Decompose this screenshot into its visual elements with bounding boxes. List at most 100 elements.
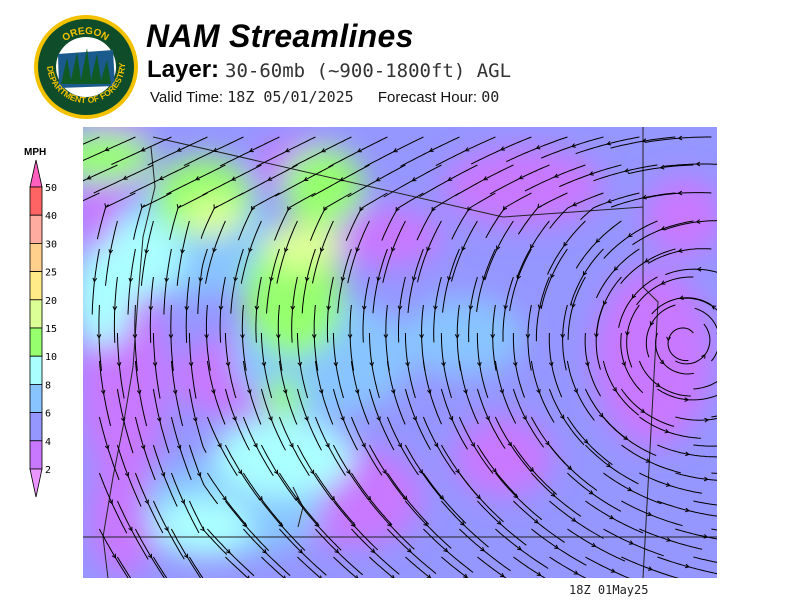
streamline-arrow <box>553 173 559 178</box>
streamline-arrow <box>233 276 238 282</box>
streamline-arrow <box>128 277 134 283</box>
streamline-arrow <box>609 515 615 520</box>
wind-speed-area <box>453 417 553 497</box>
streamline-arrow <box>346 469 351 475</box>
streamline-arrow <box>588 490 594 495</box>
streamline-arrow <box>356 148 362 153</box>
streamline-arrow <box>463 389 468 395</box>
streamline-arrow <box>140 147 146 152</box>
streamline <box>369 556 395 578</box>
streamline-arrow <box>482 275 487 281</box>
streamline-arrow <box>248 247 253 253</box>
streamline-arrow <box>644 258 650 263</box>
streamline-arrow <box>641 138 647 143</box>
streamline-arrow <box>441 361 446 367</box>
streamline-arrow <box>496 245 501 251</box>
streamline-arrow <box>677 135 683 141</box>
streamline-arrow <box>503 305 508 310</box>
legend-tick-label: 8 <box>45 380 51 391</box>
streamline-arrow <box>347 334 353 339</box>
streamline-arrow <box>355 247 360 253</box>
streamline-arrow <box>395 207 400 212</box>
streamline-arrow <box>334 548 340 554</box>
streamline-arrow <box>599 412 604 418</box>
streamline-arrow <box>610 568 616 573</box>
legend-color-band <box>29 383 43 413</box>
streamline-arrow <box>212 147 218 152</box>
boundary-line <box>152 136 644 218</box>
streamline-arrow <box>298 548 303 554</box>
streamline-arrow <box>144 499 149 505</box>
streamline-arrow <box>406 548 412 553</box>
streamline-arrow <box>447 176 453 181</box>
streamline <box>693 381 717 390</box>
streamline-arrow <box>529 467 535 472</box>
streamline <box>116 556 132 578</box>
streamline-arrow <box>454 334 460 339</box>
streamline-arrow <box>595 238 601 244</box>
streamline-arrow <box>111 553 117 559</box>
legend-color-band <box>29 214 43 244</box>
streamline-arrow <box>627 232 633 238</box>
streamline <box>694 307 717 362</box>
streamline-arrow <box>631 293 637 299</box>
streamline-arrow <box>585 361 590 367</box>
streamline-arrow <box>500 146 506 151</box>
streamline-arrow <box>104 147 110 152</box>
streamline-arrow <box>550 273 555 279</box>
streamline-arrow <box>376 416 381 422</box>
streamline-arrow <box>196 472 202 478</box>
valid-time-line: Valid Time: 18Z 05/01/2025 Forecast Hour… <box>150 88 499 106</box>
streamline-arrow <box>350 522 356 528</box>
streamline-arrow <box>397 442 402 448</box>
streamline-arrow <box>303 176 309 181</box>
streamline-arrow <box>176 147 182 152</box>
layer-label: Layer: <box>147 56 220 83</box>
streamline-arrow <box>104 444 110 450</box>
streamline-arrow <box>132 334 138 340</box>
streamline-arrow <box>427 389 432 395</box>
streamline-arrow <box>92 277 98 283</box>
streamline-arrow <box>455 468 460 474</box>
streamline-arrow <box>411 177 417 182</box>
streamline-arrow <box>522 415 527 421</box>
streamline-arrow <box>278 522 283 528</box>
streamline-arrow <box>158 175 164 181</box>
streamline-arrow <box>499 572 505 578</box>
legend-overflow-triangle <box>29 159 43 188</box>
streamline-arrow <box>226 549 231 554</box>
legend-tick-label: 15 <box>45 324 57 335</box>
streamline-arrow <box>703 476 709 482</box>
streamline-arrow <box>545 440 550 446</box>
streamline-arrow <box>517 545 522 551</box>
streamline-arrow <box>326 305 331 311</box>
streamline-arrow <box>660 280 666 285</box>
streamline-arrow <box>563 241 568 247</box>
streamline-arrow <box>695 161 701 167</box>
streamline-arrow <box>269 276 274 282</box>
streamline-arrow <box>204 334 209 340</box>
streamline-arrow <box>152 362 158 367</box>
streamline <box>225 556 249 578</box>
streamline-arrow <box>461 246 466 252</box>
streamline <box>405 556 432 578</box>
streamline-arrow <box>304 416 309 422</box>
streamline-arrow <box>516 274 522 280</box>
streamline-arrow <box>701 353 706 359</box>
legend-color-band <box>29 440 43 470</box>
streamline-arrow <box>459 521 465 526</box>
streamline-arrow <box>254 305 260 311</box>
streamline-arrow <box>482 176 488 181</box>
streamline-arrow <box>180 499 185 505</box>
valid-time-label: Valid Time: <box>150 89 224 106</box>
streamline-arrow <box>433 305 438 311</box>
legend-color-band <box>29 412 43 442</box>
streamline-arrow <box>536 571 542 577</box>
streamline-arrow <box>184 306 190 311</box>
streamline-arrow <box>477 361 482 367</box>
streamline-arrow <box>606 140 612 146</box>
streamline-arrow <box>172 389 178 395</box>
streamline <box>83 192 100 202</box>
streamline-arrow <box>325 443 330 449</box>
streamline-arrow <box>383 334 389 339</box>
